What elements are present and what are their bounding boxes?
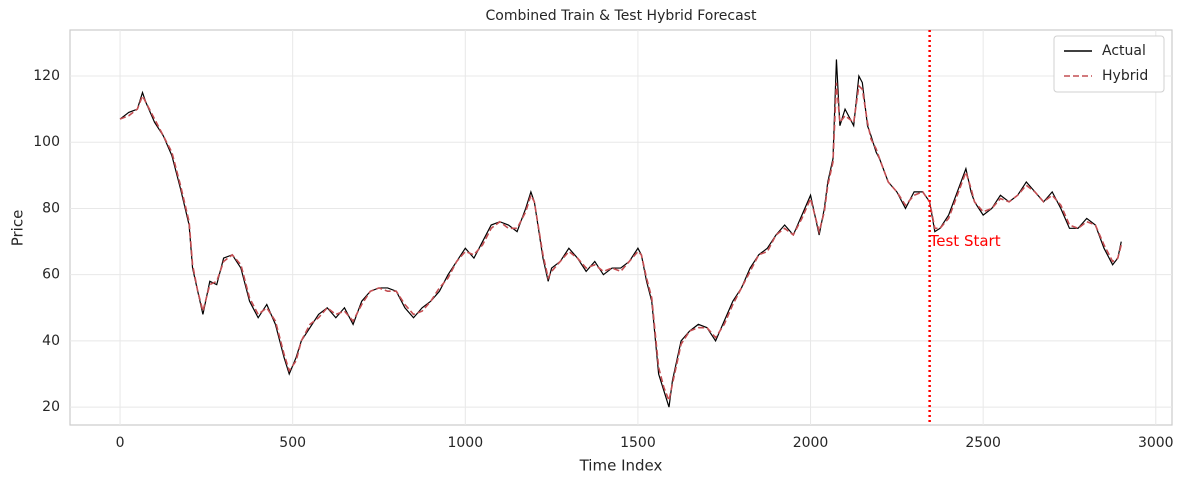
plot-area [69, 29, 1173, 426]
y-tick-label: 80 [42, 200, 60, 216]
annotation: Test Start [929, 232, 1001, 250]
y-tick-label: 100 [33, 134, 60, 150]
y-axis-label: Price [9, 210, 27, 247]
x-tick-label: 2000 [793, 435, 829, 451]
x-tick-label: 0 [116, 435, 125, 451]
x-axis-label: Time Index [579, 457, 663, 475]
legend-label: Actual [1102, 43, 1146, 59]
y-tick-label: 40 [42, 333, 60, 349]
y-tick-label: 20 [42, 399, 60, 415]
x-tick-label: 1500 [620, 435, 656, 451]
y-tick-label: 60 [42, 267, 60, 283]
x-tick-label: 2500 [965, 435, 1001, 451]
x-tick-label: 3000 [1138, 435, 1174, 451]
y-tick-label: 120 [33, 68, 60, 84]
x-tick-label: 1000 [447, 435, 483, 451]
legend: Actual Hybrid [1053, 35, 1165, 93]
legend-label: Hybrid [1102, 68, 1148, 84]
series-line [119, 82, 1123, 404]
x-tick-label: 500 [279, 435, 306, 451]
chart-title: Combined Train & Test Hybrid Forecast [486, 8, 757, 24]
legend-box [1053, 35, 1165, 93]
